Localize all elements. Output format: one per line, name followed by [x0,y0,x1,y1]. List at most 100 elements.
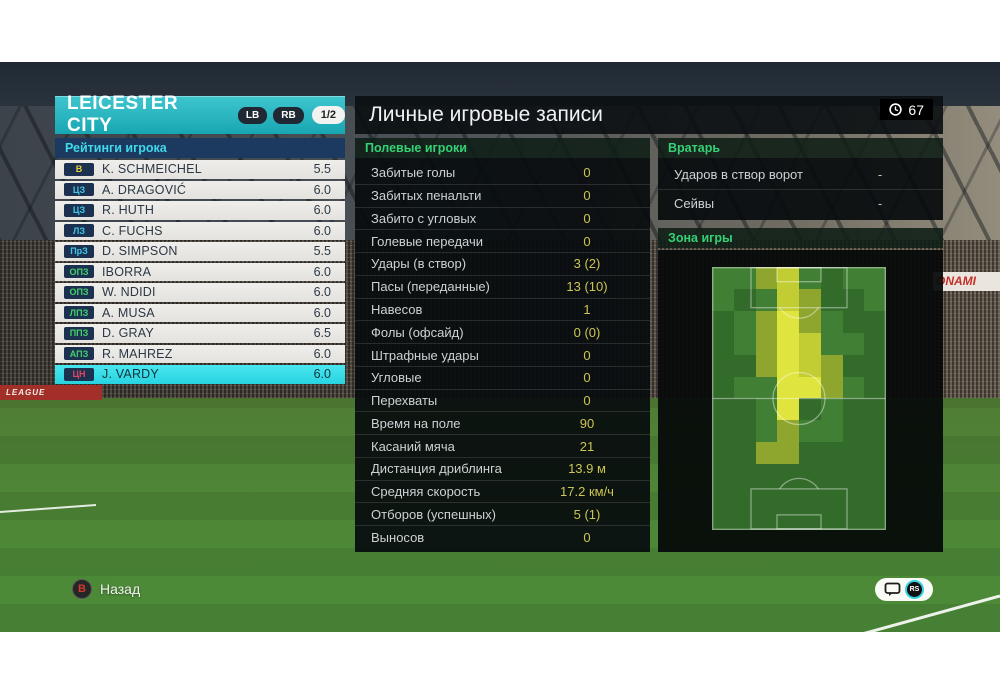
goalkeeper-section-title: Вратарь [658,138,943,158]
heatmap-cell [712,486,734,509]
heatmap-cell [777,508,799,530]
stat-value: 0 [583,188,591,204]
team-name: LEICESTER CITY [67,93,179,136]
field-players-section-title: Полевые игроки [355,138,650,158]
stat-row: Голевые передачи 0 [355,230,650,254]
heatmap-cell [864,267,886,289]
stat-label: Забито с угловых [371,210,477,226]
heatmap-cell [712,442,734,465]
stat-row: Пасы (переданные) 13 (10) [355,276,650,299]
heatmap-cell [733,420,756,443]
stat-value: 5 (1) [573,506,601,522]
heatmap-cell [777,310,799,333]
heatmap-cell [820,420,843,443]
player-row[interactable]: ЦЗ R. HUTH 6.0 [55,201,345,220]
player-row[interactable]: ПрЗ D. SIMPSON 5.5 [55,242,345,261]
b-button-icon[interactable]: B [72,579,92,599]
player-row[interactable]: ОПЗ IBORRA 6.0 [55,262,345,281]
heatmap-cell [842,398,865,421]
stat-row: Сейвы - [658,190,943,219]
heatmap-cell [712,464,734,487]
stat-row: Забитых пенальти 0 [355,185,650,208]
heatmap-cell [755,442,778,465]
heatmap-cell [733,376,756,399]
player-rating: 6.0 [313,346,331,361]
stat-row: Перехваты 0 [355,390,650,413]
page-title: Личные игровые записи [369,103,603,126]
heatmap-cell [842,332,865,355]
player-name: IBORRA [102,264,152,279]
heatmap-cell [799,267,821,289]
position-badge: ЦЗ [64,203,94,217]
position-badge: ОПЗ [64,265,94,279]
player-name: D. SIMPSON [102,244,178,259]
right-stick-icon[interactable]: RS [905,580,924,599]
player-row[interactable]: ОПЗ W. NDIDI 6.0 [55,283,345,302]
heatmap-cell [777,376,799,399]
heatmap-cell [799,310,821,333]
player-rating: 6.0 [313,223,331,238]
player-row[interactable]: ЦН J. VARDY 6.0 [55,365,345,384]
player-row[interactable]: В K. SCHMEICHEL 5.5 [55,160,345,179]
goalkeeper-stats: Ударов в створ ворот - Сейвы - [658,158,943,220]
player-row[interactable]: АПЗ R. MAHREZ 6.0 [55,344,345,363]
stat-label: Сейвы [674,196,715,212]
heatmap-cell [755,420,778,443]
heatmap-cell [820,288,843,311]
heatmap-cell [733,508,756,530]
clock-value: 67 [908,101,924,118]
heatmap-cell [820,464,843,487]
stat-value: 21 [579,438,595,454]
rb-button[interactable]: RB [273,106,304,124]
heatmap-cell [712,288,734,311]
heatmap-cell [733,332,756,355]
stat-row: Забито с угловых 0 [355,208,650,231]
player-row[interactable]: ППЗ D. GRAY 6.5 [55,324,345,343]
heatmap-cell [864,376,886,399]
heatmap-grid [712,267,886,530]
stat-label: Время на поле [371,415,461,431]
player-row[interactable]: ЦЗ A. DRAGOVIĆ 6.0 [55,180,345,199]
stat-value: 0 [583,210,591,226]
position-badge: ЛЗ [64,224,94,238]
heatmap-cell [755,332,778,355]
lb-button[interactable]: LB [237,106,268,124]
player-rating: 6.0 [313,305,331,320]
heatmap-cell [755,486,778,509]
stat-row: Отборов (успешных) 5 (1) [355,503,650,527]
heatmap-cell [733,288,756,311]
heatmap-cell [733,354,756,377]
position-badge: В [64,162,94,176]
heatmap-cell [712,508,734,530]
stat-row: Выносов 0 [355,526,650,548]
heatmap-cell [842,288,865,311]
heatmap-cell [799,464,821,487]
heatmap-cell [820,508,843,530]
stat-value: 1 [583,301,591,317]
player-row[interactable]: ЛЗ C. FUCHS 6.0 [55,221,345,240]
back-control[interactable]: B Назад [72,579,140,599]
stat-label: Ударов в створ ворот [674,166,803,182]
stat-row: Удары (в створ) 3 (2) [355,253,650,276]
player-row[interactable]: ЛПЗ A. MUSA 6.0 [55,303,345,322]
stat-label: Средняя скорость [371,484,481,500]
heatmap-cell [864,332,886,355]
heatmap-cell [755,508,778,530]
speech-bubble-icon[interactable] [884,582,901,597]
stat-row: Забитые голы 0 [355,162,650,185]
stat-label: Удары (в створ) [371,256,467,272]
stat-row: Штрафные удары 0 [355,344,650,367]
heatmap-cell [820,332,843,355]
player-rating: 6.0 [313,203,331,218]
heatmap-cell [755,398,778,421]
heatmap-cell [842,486,865,509]
heatmap-cell [864,354,886,377]
heatmap-cell [799,332,821,355]
player-rating: 5.5 [313,162,331,177]
team-header: LEICESTER CITY LB RB 1/2 [55,93,345,136]
heatmap-cell [842,310,865,333]
stat-value: 0 [583,529,591,545]
player-rating: 6.5 [313,326,331,341]
heatmap-cell [799,442,821,465]
